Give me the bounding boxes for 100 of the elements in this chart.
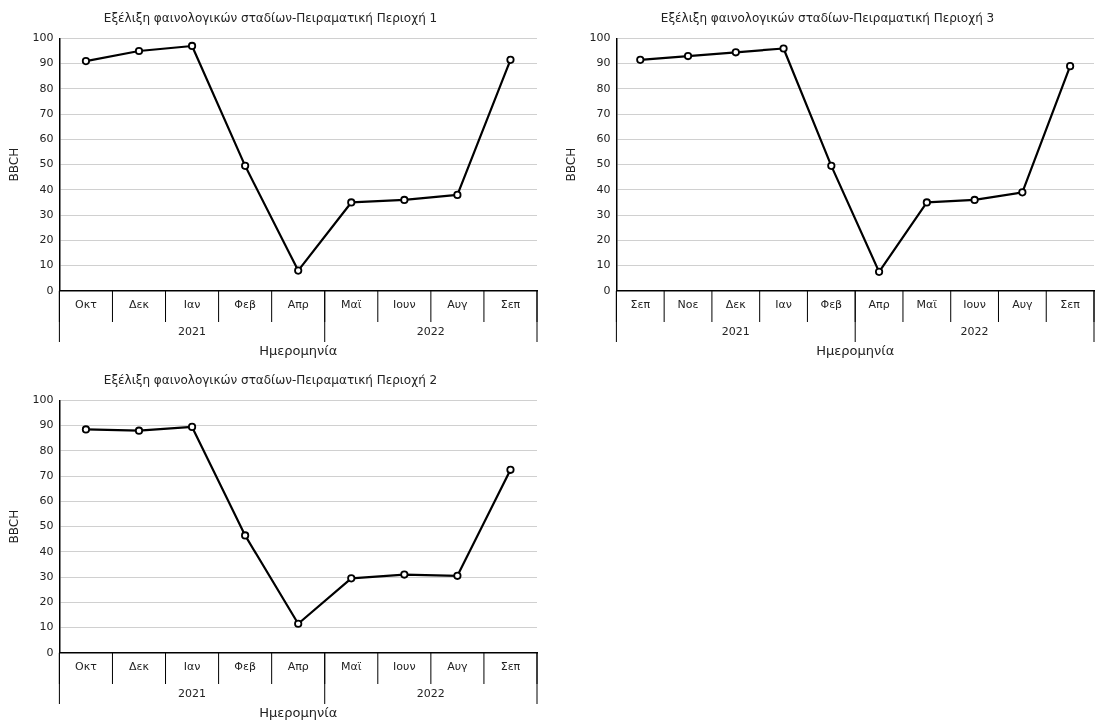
y-tick-label: 50: [39, 519, 54, 533]
point: [453, 571, 462, 580]
point: [134, 46, 144, 56]
x-tick-label: Μαϊ: [916, 298, 938, 312]
y-tick-label: 30: [596, 207, 611, 221]
x-tick-label: Σεπ: [500, 660, 521, 674]
y-tick-label: 80: [39, 81, 54, 95]
point: [347, 574, 356, 583]
x-tick-label: Ιουν: [393, 298, 416, 312]
point: [636, 55, 645, 64]
y-tick-label: 90: [39, 56, 54, 70]
x-tick-label: Αυγ: [447, 298, 469, 312]
point: [187, 41, 197, 51]
y-axis-title: BBCH: [7, 147, 22, 182]
y-tick-label: 0: [46, 645, 54, 659]
y-tick-label: 20: [596, 233, 611, 247]
text: 2022: [960, 324, 989, 338]
point: [1066, 62, 1075, 71]
y-tick-label: 60: [596, 132, 611, 146]
x-tick-label: Ιαν: [183, 660, 201, 674]
y-tick-label: 40: [39, 544, 54, 558]
y-tick-label: 90: [39, 418, 54, 432]
x-tick-label: Μαϊ: [341, 660, 362, 674]
point: [294, 619, 303, 628]
y-tick-label: 70: [39, 468, 54, 482]
y-tick-label: 70: [39, 106, 54, 120]
x-tick-label: Νοε: [677, 298, 699, 312]
point: [827, 161, 836, 170]
y-tick-label: 20: [39, 233, 54, 247]
y-tick-label: 80: [596, 81, 611, 95]
y-tick-label: 0: [603, 283, 611, 297]
x-tick-label: Φεβ: [234, 298, 256, 312]
x-tick-label: Σεπ: [1060, 298, 1081, 312]
point: [506, 465, 515, 474]
y-tick-label: 30: [39, 569, 54, 583]
y-tick-label: 100: [32, 31, 54, 45]
point: [81, 425, 91, 434]
x-tick-label: Μαϊ: [341, 298, 362, 312]
point: [779, 44, 788, 53]
chart-title: Εξέλιξη φαινολογικών σταδίων-Πειραματική Περιοχή 2: [103, 373, 438, 388]
y-axis-title: BBCH: [564, 147, 579, 182]
x-axis-title: Ημερομηνία: [259, 343, 338, 359]
point: [347, 198, 356, 207]
y-tick-label: 100: [32, 393, 54, 407]
text: 2022: [416, 324, 445, 338]
x-axis-title: Ημερομηνία: [816, 343, 895, 359]
point: [134, 426, 144, 435]
x-tick-label: Δεκ: [129, 660, 150, 674]
x-tick-label: Δεκ: [129, 298, 150, 312]
x-tick-label: Ιουν: [393, 660, 416, 674]
x-tick-label: Αυγ: [447, 660, 469, 674]
point: [400, 570, 409, 579]
text: 2021: [178, 324, 207, 338]
chart-title: Εξέλιξη φαινολογικών σταδίων-Πειραματική Περιοχή 3: [660, 11, 995, 26]
point: [970, 195, 979, 205]
text: 2022: [416, 686, 445, 700]
y-tick-label: 40: [596, 182, 611, 196]
x-tick-label: Απρ: [868, 298, 890, 312]
y-tick-label: 50: [596, 157, 611, 171]
point: [187, 422, 197, 431]
point: [453, 190, 462, 199]
y-tick-label: 60: [39, 132, 54, 146]
point: [506, 55, 515, 64]
point: [241, 531, 250, 540]
point: [294, 266, 303, 275]
x-tick-label: Ιαν: [775, 298, 792, 312]
point: [400, 195, 409, 205]
y-tick-label: 70: [596, 106, 611, 120]
y-tick-label: 50: [39, 157, 54, 171]
text: 2021: [178, 686, 207, 700]
text: 2021: [721, 324, 750, 338]
x-tick-label: Ιουν: [963, 298, 986, 312]
point: [731, 48, 740, 57]
x-tick-label: Απρ: [287, 660, 309, 674]
y-tick-label: 30: [39, 207, 54, 221]
point: [81, 57, 91, 66]
x-tick-label: Φεβ: [820, 298, 843, 312]
x-tick-label: Αυγ: [1012, 298, 1034, 312]
point: [922, 198, 931, 207]
x-tick-label: Ιαν: [183, 298, 201, 312]
y-axis-title: BBCH: [7, 509, 22, 544]
y-tick-label: 100: [589, 31, 611, 45]
y-tick-label: 10: [596, 258, 611, 272]
point: [683, 51, 693, 61]
x-tick-label: Σεπ: [500, 298, 521, 312]
x-tick-label: Οκτ: [75, 298, 98, 312]
y-tick-label: 90: [596, 56, 611, 70]
x-tick-label: Φεβ: [234, 660, 256, 674]
x-tick-label: Σεπ: [630, 298, 651, 312]
y-tick-label: 0: [46, 283, 54, 297]
x-axis-title: Ημερομηνία: [259, 705, 338, 721]
y-tick-label: 80: [39, 443, 54, 457]
x-tick-label: Δεκ: [725, 298, 747, 312]
point: [874, 267, 884, 276]
y-tick-label: 60: [39, 494, 54, 508]
x-tick-label: Απρ: [287, 298, 309, 312]
chart-title: Εξέλιξη φαινολογικών σταδίων-Πειραματική Περιοχή 1: [103, 11, 438, 26]
y-tick-label: 40: [39, 182, 54, 196]
point: [1018, 188, 1027, 197]
y-tick-label: 10: [39, 620, 54, 634]
